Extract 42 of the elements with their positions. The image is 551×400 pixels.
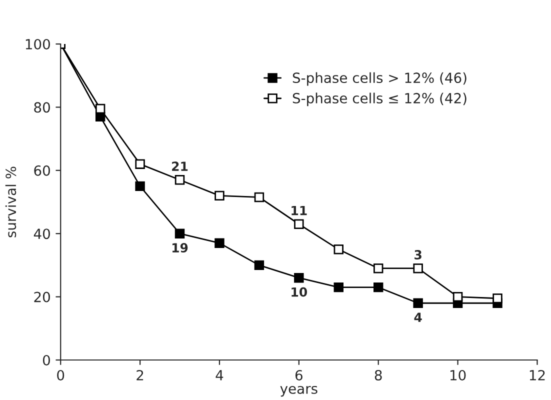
point — [95, 104, 106, 114]
point — [334, 282, 344, 292]
x-tick-label: 10 — [450, 370, 466, 380]
point — [492, 294, 502, 304]
x-tick-label: 8 — [374, 370, 382, 380]
point — [174, 228, 185, 238]
point — [214, 238, 224, 248]
x-tick-label: 6 — [295, 370, 302, 380]
y-axis-title: survival % — [5, 166, 16, 238]
x-tick-label: 0 — [57, 370, 64, 380]
y-tick-label: 80 — [34, 102, 50, 113]
point — [174, 175, 185, 185]
point — [294, 219, 304, 229]
y-tick-label: 60 — [34, 165, 50, 176]
x-axis-title: years — [280, 386, 318, 397]
point — [334, 244, 344, 254]
point — [254, 192, 264, 202]
annotation: 19 — [172, 243, 188, 253]
annotation: 11 — [292, 206, 307, 216]
point — [413, 298, 423, 308]
point — [452, 292, 463, 302]
point — [413, 264, 423, 274]
y-tick-label: 100 — [26, 38, 50, 50]
y-tick-label: 0 — [42, 354, 50, 366]
point — [373, 282, 384, 292]
annotation: 4 — [414, 312, 422, 322]
y-tick-label: 20 — [34, 292, 50, 302]
point — [135, 181, 145, 192]
x-tick-label: 4 — [216, 370, 224, 380]
point — [214, 190, 224, 201]
x-tick-label: 12 — [530, 370, 545, 380]
annotation: 21 — [172, 162, 188, 171]
annotation: 3 — [414, 250, 422, 260]
point — [135, 159, 145, 169]
point — [254, 260, 264, 270]
legend-label: S-phase cells ≤ 12% (42) — [292, 92, 466, 106]
annotation: 10 — [292, 287, 308, 297]
legend-label: S-phase cells > 12% (46) — [292, 72, 466, 86]
point — [373, 264, 384, 274]
x-tick-label: 2 — [136, 370, 144, 380]
y-tick-label: 40 — [34, 228, 50, 240]
point — [294, 272, 304, 283]
